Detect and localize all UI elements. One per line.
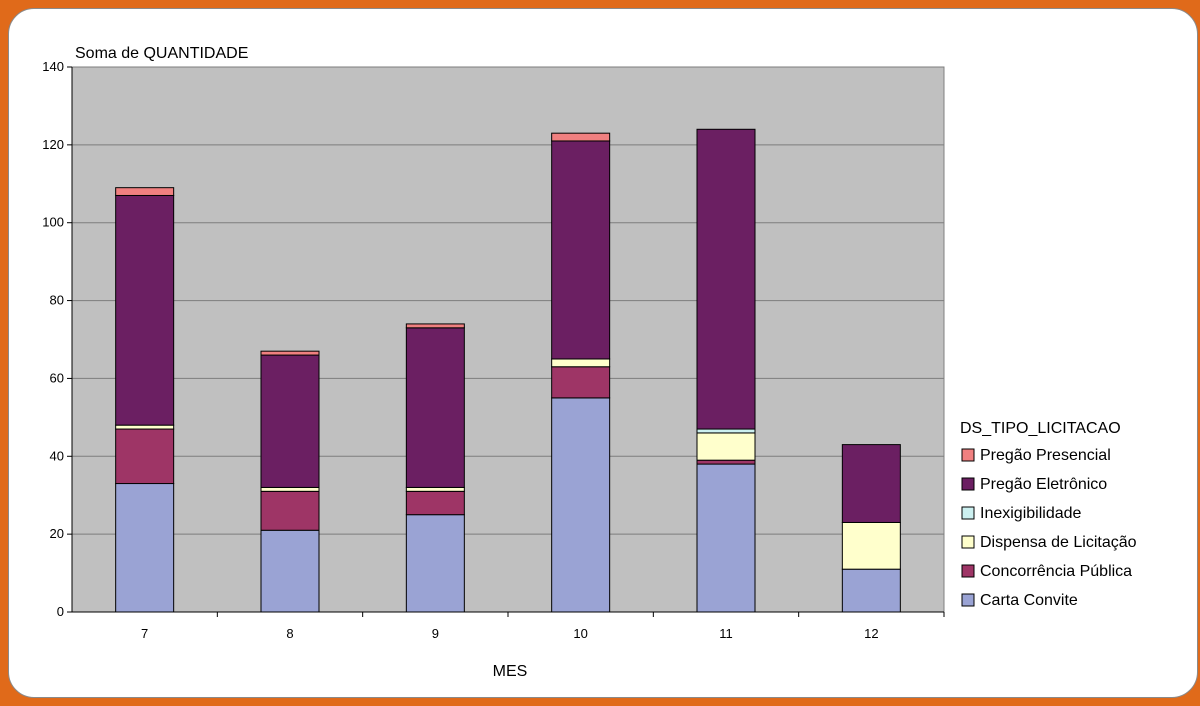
x-tick-label: 12: [864, 626, 878, 641]
x-tick-label: 7: [141, 626, 148, 641]
bar-segment-10-2: [551, 358, 611, 368]
bar-segment-12-0: [841, 568, 901, 613]
legend-swatch: [961, 593, 975, 607]
bar-segment-8-5: [260, 350, 320, 356]
bar-segment-9-1: [405, 490, 465, 516]
bar-segment-11-4: [696, 128, 756, 430]
x-tick-label: 10: [573, 626, 587, 641]
legend-label: Inexigibilidade: [980, 505, 1082, 522]
bar-segment-7-0: [115, 483, 175, 613]
legend-swatch: [961, 448, 975, 462]
legend-swatch: [961, 506, 975, 520]
bar-segment-7-1: [115, 428, 175, 485]
y-tick-label: 60: [50, 370, 64, 385]
legend-label: Concorrência Pública: [980, 563, 1132, 580]
y-tick-label: 100: [42, 215, 64, 230]
legend-swatch: [961, 477, 975, 491]
bar-segment-8-2: [260, 486, 320, 492]
x-tick-label: 11: [719, 626, 733, 641]
bar-segment-11-2: [696, 432, 756, 461]
y-tick-label: 140: [42, 59, 64, 74]
bar-segment-9-5: [405, 323, 465, 329]
chart-title: Soma de QUANTIDADE: [75, 45, 248, 62]
bar-segment-10-1: [551, 366, 611, 399]
bar-segment-9-2: [405, 486, 465, 492]
bar-segment-12-2: [841, 521, 901, 570]
bar-segment-7-5: [115, 187, 175, 196]
bar-segment-11-1: [696, 459, 756, 465]
bar-segment-9-0: [405, 514, 465, 613]
x-tick-label: 8: [286, 626, 293, 641]
bar-segment-8-1: [260, 490, 320, 531]
y-tick-label: 40: [50, 448, 64, 463]
legend: DS_TIPO_LICITACAO Pregão Presencial Pregã…: [960, 420, 1137, 609]
legend-label: Pregão Eletrônico: [980, 476, 1107, 493]
bar-segment-11-3: [696, 428, 756, 434]
bar-segment-7-4: [115, 194, 175, 426]
bar-segment-11-0: [696, 463, 756, 613]
x-tick-label: 9: [432, 626, 439, 641]
bar-segment-10-5: [551, 132, 611, 142]
bar-segment-10-0: [551, 397, 611, 613]
bar-segment-8-4: [260, 354, 320, 488]
legend-title: DS_TIPO_LICITACAO: [960, 420, 1121, 437]
plot-area: 0 20 40 60 80 100 120 140 7 8 9 10 11 12: [42, 59, 945, 641]
legend-swatch: [961, 564, 975, 578]
y-tick-label: 20: [50, 526, 64, 541]
bar-segment-8-0: [260, 529, 320, 613]
y-tick-label: 0: [57, 604, 64, 619]
plot-background: [71, 66, 945, 613]
legend-label: Carta Convite: [980, 592, 1078, 609]
bar-segment-10-4: [551, 140, 611, 360]
legend-label: Dispensa de Licitação: [980, 534, 1137, 551]
y-tick-label: 120: [42, 137, 64, 152]
bar-segment-7-2: [115, 424, 175, 430]
x-axis-title: MES: [493, 663, 528, 680]
bar-segment-12-4: [841, 444, 901, 523]
legend-swatch: [961, 535, 975, 549]
y-tick-label: 80: [50, 293, 64, 308]
bar-segment-9-4: [405, 327, 465, 488]
legend-label: Pregão Presencial: [980, 447, 1111, 464]
